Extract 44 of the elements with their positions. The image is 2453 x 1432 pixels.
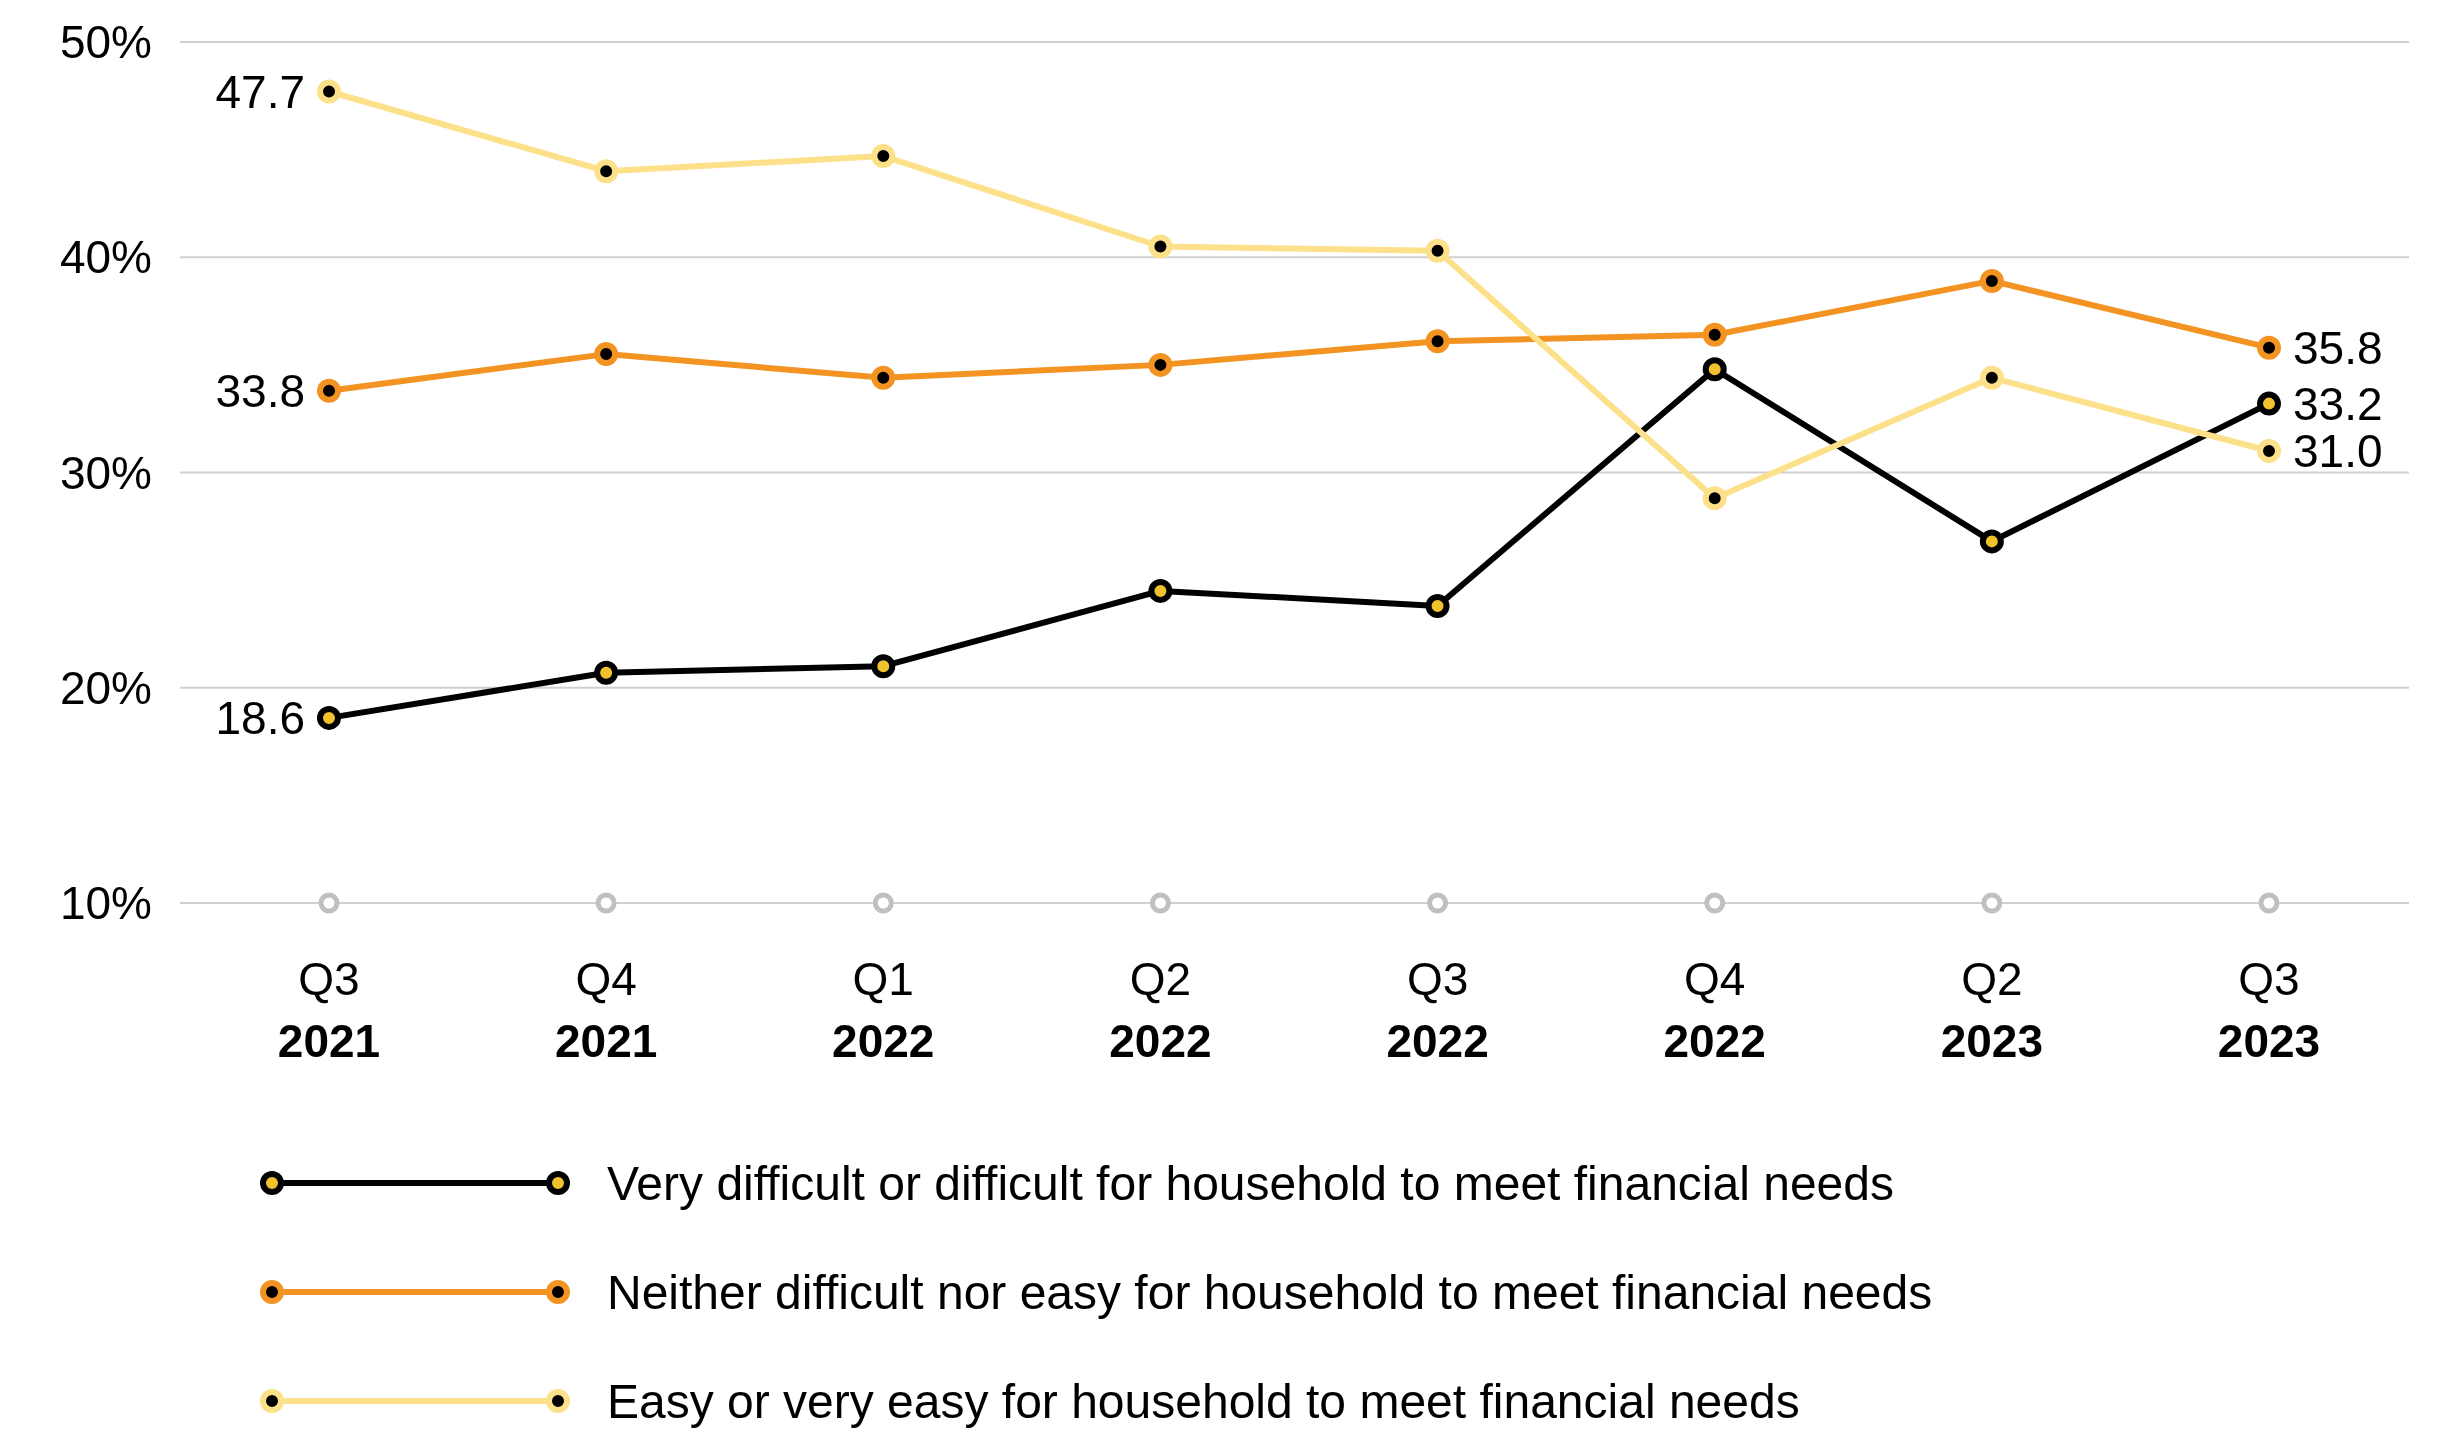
x-tick-label: Q4 2021 <box>554 953 658 1067</box>
x-tick-label: Q3 2023 <box>2217 953 2321 1067</box>
data-label: 47.7 <box>215 65 305 118</box>
point <box>1702 357 1727 382</box>
point <box>1425 238 1450 263</box>
x-tick-label: Q3 2022 <box>1386 953 1489 1067</box>
point <box>871 144 896 169</box>
y-tick-label: 10% <box>59 877 152 930</box>
legend-label: Neither difficult nor easy for household to meet financial needs <box>607 1265 1933 1319</box>
point <box>1979 365 2004 390</box>
x-tick-label: Q3 2021 <box>277 953 381 1067</box>
y-tick-label: 20% <box>59 661 152 714</box>
y-tick-label: 50% <box>59 16 152 69</box>
point <box>594 159 619 184</box>
point <box>871 365 896 390</box>
y-tick-label: 40% <box>59 231 152 284</box>
point <box>1148 234 1173 259</box>
point <box>317 705 341 730</box>
x-tick-label: Q4 2022 <box>1663 953 1766 1067</box>
data-label: 35.8 <box>2293 321 2383 374</box>
y-tick-label: 30% <box>59 446 152 499</box>
data-label: 33.8 <box>215 364 305 417</box>
point <box>2257 335 2281 360</box>
point <box>2257 438 2281 463</box>
point <box>1148 352 1173 377</box>
data-label: 18.6 <box>215 691 305 744</box>
legend-label: Very difficult or difficult for household to meet financial needs <box>607 1156 1894 1210</box>
x-tick-label: Q1 2022 <box>832 953 935 1067</box>
point <box>1425 329 1450 354</box>
point <box>1979 529 2004 554</box>
point <box>1425 593 1450 618</box>
point <box>1148 578 1173 603</box>
point <box>317 79 341 104</box>
point <box>871 654 896 679</box>
point <box>1702 486 1727 511</box>
point <box>1702 322 1727 347</box>
x-tick-label: Q2 2023 <box>1940 953 2044 1067</box>
point <box>594 660 619 685</box>
point <box>317 378 341 403</box>
point <box>1979 268 2004 293</box>
point <box>594 342 619 367</box>
point <box>2257 391 2281 416</box>
x-tick-label: Q2 2022 <box>1109 953 1212 1067</box>
legend-label: Easy or very easy for household to meet financial needs <box>607 1374 1800 1428</box>
